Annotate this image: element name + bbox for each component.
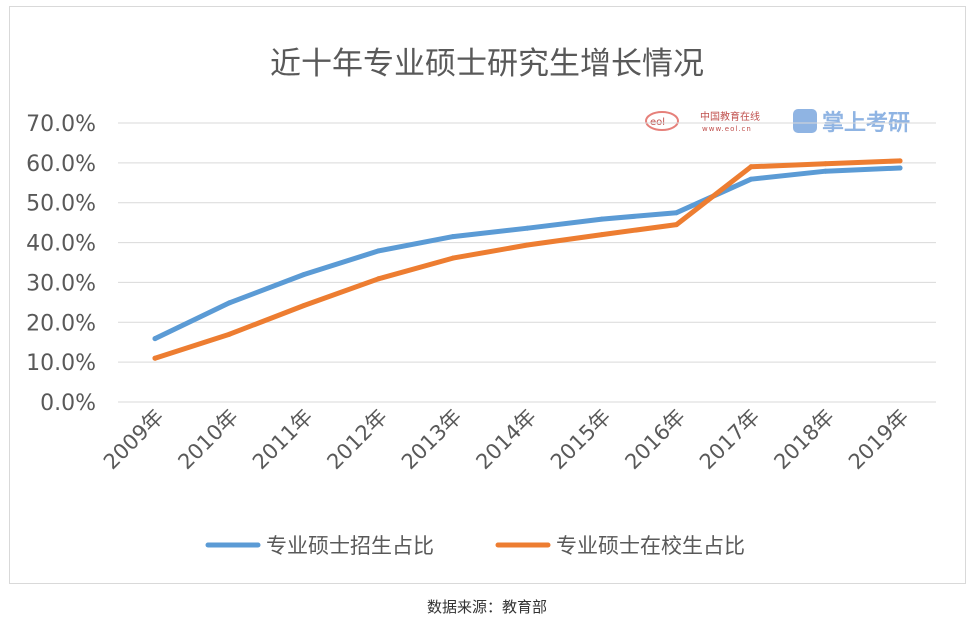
legend-label-0: 专业硕士招生占比 xyxy=(266,534,434,558)
data-point xyxy=(599,232,605,238)
series-line-1 xyxy=(152,158,903,361)
data-point xyxy=(748,164,754,170)
data-point xyxy=(376,276,381,282)
x-axis-ticks: 2009年 2010年 2011年 2012年 2013年 2014年 2015年 2016年… xyxy=(99,405,914,475)
legend: 专业硕士招生占比 专业硕士在校生占比 xyxy=(205,534,745,558)
eol-logo: eol xyxy=(645,111,679,131)
x-tick-label: 2018年 xyxy=(769,405,839,475)
x-tick-label: 2019年 xyxy=(844,405,914,475)
series-line-0 xyxy=(152,165,903,342)
data-point xyxy=(897,158,903,164)
data-point xyxy=(525,225,530,231)
y-tick-label: 0.0% xyxy=(40,391,96,416)
x-tick-label: 2015年 xyxy=(546,405,616,475)
y-tick-label: 20.0% xyxy=(26,311,96,336)
data-point xyxy=(227,300,232,306)
y-tick-label: 50.0% xyxy=(26,192,96,217)
data-point xyxy=(748,176,754,182)
y-axis-ticks: 0.0% 10.0% 20.0% 30.0% 40.0% 50.0% 60.0% 70.0% xyxy=(26,112,96,416)
chart-frame xyxy=(9,6,966,584)
data-point xyxy=(897,165,903,171)
x-tick-label: 2010年 xyxy=(173,405,243,475)
data-point xyxy=(823,168,828,174)
x-tick-label: 2014年 xyxy=(471,405,541,475)
data-point xyxy=(301,303,307,308)
x-tick-label: 2017年 xyxy=(695,405,765,475)
data-source-note: 数据来源：教育部 xyxy=(426,598,547,616)
watermark-site-url: www.eol.cn xyxy=(702,125,752,133)
y-tick-label: 60.0% xyxy=(26,152,96,177)
data-point xyxy=(227,331,232,337)
brand-app-icon xyxy=(793,109,817,133)
y-tick-label: 30.0% xyxy=(26,271,96,296)
data-point xyxy=(376,248,381,254)
x-tick-label: 2009年 xyxy=(99,405,169,475)
data-point xyxy=(525,242,530,248)
chart-title: 近十年专业硕士研究生增长情况 xyxy=(270,46,704,82)
series-lines xyxy=(152,158,903,361)
x-tick-label: 2012年 xyxy=(322,405,392,475)
data-point xyxy=(301,272,307,277)
y-tick-label: 40.0% xyxy=(26,232,96,257)
x-tick-label: 2013年 xyxy=(397,405,467,475)
data-point xyxy=(674,210,679,216)
data-point xyxy=(599,216,605,222)
x-tick-label: 2011年 xyxy=(248,405,318,475)
data-point xyxy=(152,336,158,342)
data-point xyxy=(450,234,456,240)
watermark-site-name: 中国教育在线 xyxy=(700,110,760,123)
y-tick-label: 70.0% xyxy=(26,112,96,137)
data-point xyxy=(152,355,158,361)
data-point xyxy=(450,255,456,261)
legend-label-1: 专业硕士在校生占比 xyxy=(556,534,745,558)
data-point xyxy=(674,222,679,228)
y-tick-label: 10.0% xyxy=(26,351,96,376)
data-point xyxy=(823,161,828,167)
x-tick-label: 2016年 xyxy=(620,405,690,475)
